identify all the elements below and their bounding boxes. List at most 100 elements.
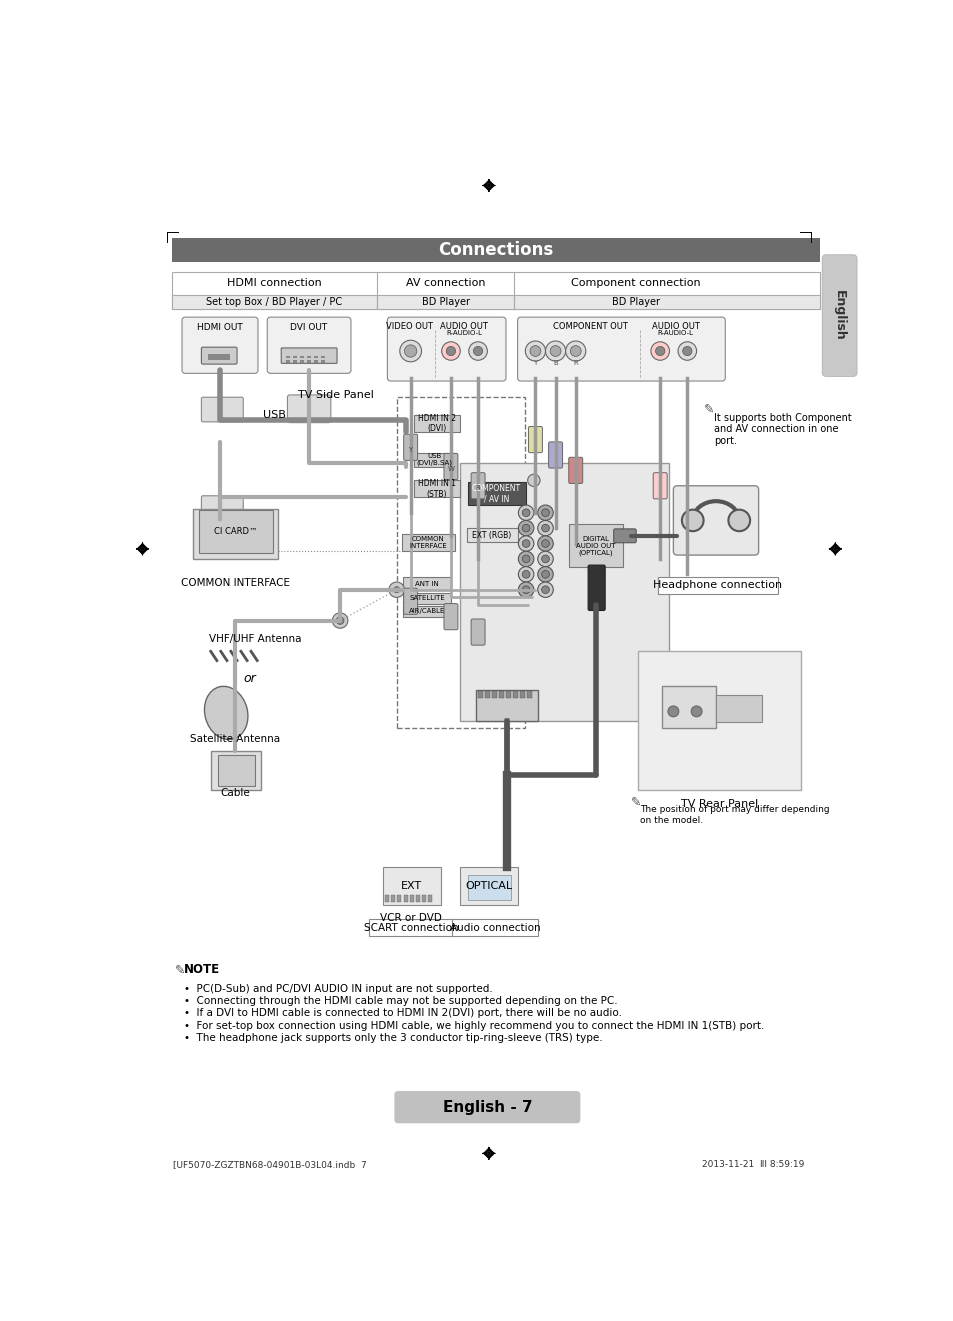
FancyBboxPatch shape <box>201 495 243 520</box>
Bar <box>402 534 455 551</box>
Circle shape <box>678 342 696 361</box>
Circle shape <box>521 587 530 593</box>
Circle shape <box>667 705 679 717</box>
Bar <box>208 354 230 361</box>
Circle shape <box>521 509 530 517</box>
Circle shape <box>389 583 404 597</box>
FancyBboxPatch shape <box>387 317 505 380</box>
Text: It supports both Component
and AV connection in one
port.: It supports both Component and AV connec… <box>713 412 850 445</box>
Text: B: B <box>553 361 558 366</box>
Polygon shape <box>137 543 148 555</box>
Circle shape <box>682 346 691 355</box>
Circle shape <box>517 567 534 583</box>
Circle shape <box>404 345 416 357</box>
FancyBboxPatch shape <box>281 347 336 363</box>
Bar <box>477 691 482 697</box>
Bar <box>513 691 517 697</box>
Bar <box>299 355 303 358</box>
Text: Headphone connection: Headphone connection <box>652 580 781 590</box>
Bar <box>505 691 510 697</box>
Circle shape <box>650 342 669 361</box>
Circle shape <box>537 567 553 583</box>
Circle shape <box>537 551 553 567</box>
Bar <box>193 509 278 559</box>
Bar <box>369 919 454 937</box>
Bar <box>459 462 669 721</box>
Bar <box>452 919 537 937</box>
Circle shape <box>541 509 549 517</box>
Text: [UF5070-ZGZTBN68-04901B-03L04.indb  7: [UF5070-ZGZTBN68-04901B-03L04.indb 7 <box>173 1160 367 1169</box>
FancyBboxPatch shape <box>548 443 562 468</box>
Bar <box>414 481 459 497</box>
Circle shape <box>521 555 530 563</box>
Bar <box>385 896 389 901</box>
Circle shape <box>521 571 530 579</box>
Bar <box>320 361 324 362</box>
Bar <box>403 896 407 901</box>
Circle shape <box>446 346 456 355</box>
Text: USB: USB <box>262 411 285 420</box>
Circle shape <box>570 346 580 357</box>
Polygon shape <box>483 180 494 192</box>
Bar <box>293 355 296 358</box>
Circle shape <box>545 341 565 361</box>
Circle shape <box>541 540 549 547</box>
Text: R: R <box>476 485 480 491</box>
Circle shape <box>537 520 553 536</box>
Text: BD Player: BD Player <box>612 297 659 306</box>
Bar <box>293 361 296 362</box>
Bar <box>422 896 426 901</box>
Bar <box>199 510 273 552</box>
Text: ANT IN: ANT IN <box>415 580 438 587</box>
Polygon shape <box>483 1148 494 1159</box>
Text: The position of port may differ depending
on the model.: The position of port may differ dependin… <box>639 806 829 824</box>
Bar <box>217 756 254 786</box>
Circle shape <box>537 505 553 520</box>
Text: Y: Y <box>408 446 413 453</box>
Text: COMMON
INTERFACE: COMMON INTERFACE <box>409 536 447 550</box>
Text: ✎: ✎ <box>630 795 640 808</box>
Text: DIGITAL
AUDIO OUT
(OPTICAL): DIGITAL AUDIO OUT (OPTICAL) <box>576 535 615 556</box>
Bar <box>391 896 395 901</box>
FancyBboxPatch shape <box>201 398 243 421</box>
Circle shape <box>527 474 539 486</box>
Circle shape <box>530 346 540 357</box>
Bar <box>459 867 517 905</box>
FancyBboxPatch shape <box>821 255 856 376</box>
Text: Connections: Connections <box>437 242 553 259</box>
Bar <box>498 691 503 697</box>
Circle shape <box>541 571 549 579</box>
Circle shape <box>537 536 553 551</box>
FancyBboxPatch shape <box>394 1091 579 1123</box>
Text: TV Side Panel: TV Side Panel <box>298 390 374 400</box>
FancyBboxPatch shape <box>568 457 582 483</box>
Bar <box>410 896 414 901</box>
Circle shape <box>565 341 585 361</box>
Ellipse shape <box>204 687 248 740</box>
Bar <box>468 875 510 900</box>
Polygon shape <box>486 1151 491 1156</box>
Bar <box>716 695 761 723</box>
Circle shape <box>833 547 836 551</box>
Bar <box>376 295 514 309</box>
Circle shape <box>728 510 749 531</box>
Text: OPTICAL: OPTICAL <box>465 881 512 892</box>
Text: HDMI IN 1
(STB): HDMI IN 1 (STB) <box>417 480 456 498</box>
Text: ✎: ✎ <box>703 403 714 416</box>
Circle shape <box>399 341 421 362</box>
Circle shape <box>517 583 534 597</box>
Text: •  The headphone jack supports only the 3 conductor tip-ring-sleeve (TRS) type.: • The headphone jack supports only the 3… <box>184 1033 602 1042</box>
Circle shape <box>335 617 344 625</box>
FancyBboxPatch shape <box>528 427 542 453</box>
Bar <box>307 361 311 362</box>
Bar <box>314 355 317 358</box>
Bar <box>299 361 303 362</box>
Bar <box>382 867 440 905</box>
Bar <box>172 272 819 309</box>
Polygon shape <box>139 546 145 552</box>
Circle shape <box>691 705 701 717</box>
FancyBboxPatch shape <box>287 395 331 423</box>
Text: VHF/UHF Antenna: VHF/UHF Antenna <box>209 634 301 645</box>
Text: •  PC(D-Sub) and PC/DVI AUDIO IN input are not supported.: • PC(D-Sub) and PC/DVI AUDIO IN input ar… <box>184 984 493 993</box>
Text: Audio connection: Audio connection <box>450 923 539 933</box>
